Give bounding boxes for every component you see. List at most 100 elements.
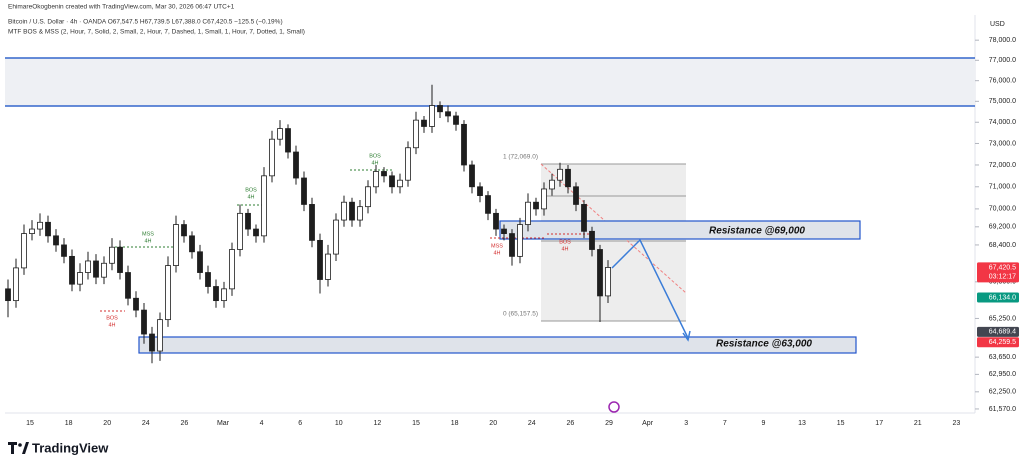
candle-body <box>5 288 11 302</box>
structure-timeframe: 4H <box>108 322 115 328</box>
candle-body <box>589 230 595 250</box>
candle-body <box>77 272 83 285</box>
x-tick-label: 10 <box>335 420 343 427</box>
candle-body <box>485 195 491 214</box>
candle-body <box>541 188 547 210</box>
x-tick-label: 4 <box>260 420 264 427</box>
candle-body <box>205 272 211 287</box>
x-tick-label: 3 <box>684 420 688 427</box>
candle-body <box>69 255 75 285</box>
candle-body <box>269 138 275 177</box>
structure-timeframe: 4H <box>493 250 500 256</box>
x-tick-label: 7 <box>723 420 727 427</box>
candle-body <box>245 212 251 230</box>
y-tick-label: 71,000.0 <box>989 184 1016 191</box>
y-tick-label: 75,000.0 <box>989 98 1016 105</box>
structure-timeframe: 4H <box>144 238 151 244</box>
y-tick-label: 73,000.0 <box>989 140 1016 147</box>
candle-body <box>445 111 451 117</box>
x-tick-label: 29 <box>605 420 613 427</box>
structure-timeframe: 4H <box>561 246 568 252</box>
candle-body <box>93 260 99 278</box>
candle-body <box>525 201 531 225</box>
candle-body <box>181 224 187 237</box>
candle-body <box>509 233 515 257</box>
candle-body <box>365 186 371 208</box>
candle-body <box>493 212 499 230</box>
candle-body <box>253 228 259 237</box>
x-tick-label: 21 <box>914 420 922 427</box>
candle-body <box>21 233 27 269</box>
candle-body <box>325 253 331 280</box>
structure-label: BOS <box>106 315 118 321</box>
candle-body <box>285 128 291 153</box>
candles <box>5 84 611 364</box>
candle-body <box>189 235 195 253</box>
y-tick-label: 72,000.0 <box>989 162 1016 169</box>
x-tick-label: 26 <box>181 420 189 427</box>
y-tick-label: 62,250.0 <box>989 389 1016 396</box>
candle-body <box>101 262 107 278</box>
x-tick-label: 20 <box>489 420 497 427</box>
candle-body <box>341 201 347 221</box>
x-tick-label: 12 <box>374 420 382 427</box>
candle-body <box>317 239 323 280</box>
candle-body <box>61 244 67 257</box>
candle-body <box>53 235 59 246</box>
logo-mark <box>22 442 29 454</box>
candle-body <box>45 221 51 237</box>
y-tick-label: 63,650.0 <box>989 354 1016 361</box>
candle-body <box>277 128 283 140</box>
x-tick-label: 18 <box>451 420 459 427</box>
brand-logo <box>8 442 29 454</box>
y-tick-label: 62,950.0 <box>989 371 1016 378</box>
structure-label: MSS <box>491 243 503 249</box>
x-tick-label: 24 <box>528 420 536 427</box>
indicator-info: MTF BOS & MSS (2, Hour, 7, Solid, 2, Sma… <box>8 29 305 36</box>
price-tag <box>977 337 1019 348</box>
fib-box <box>541 164 686 321</box>
candle-body <box>221 288 227 302</box>
candle-body <box>597 249 603 297</box>
y-tick-label: 68,400.0 <box>989 242 1016 249</box>
candle-body <box>573 186 579 205</box>
candle-body <box>261 175 267 237</box>
structure-timeframe: 4H <box>247 194 254 200</box>
candle-body <box>381 171 387 177</box>
candle-body <box>429 105 435 127</box>
candle-body <box>125 272 131 299</box>
candle-body <box>165 265 171 321</box>
candle-body <box>373 171 379 188</box>
x-tick-label: 9 <box>761 420 765 427</box>
structure-label: MSS <box>142 231 154 237</box>
candle-body <box>293 151 299 179</box>
projection-arrow <box>611 238 689 339</box>
candle-body <box>397 179 403 188</box>
candle-body <box>237 212 243 250</box>
y-tick-label: 69,200.0 <box>989 224 1016 231</box>
candle-body <box>133 297 139 311</box>
x-tick-label: 23 <box>953 420 961 427</box>
candle-body <box>557 168 563 181</box>
candle-body <box>29 228 35 234</box>
candle-body <box>517 224 523 257</box>
resistance-box <box>138 336 857 354</box>
logo-mark <box>18 443 22 447</box>
logo-mark <box>8 442 17 454</box>
candle-body <box>413 119 419 149</box>
y-tick-label: 74,000.0 <box>989 119 1016 126</box>
supply-zone <box>5 58 975 106</box>
countdown: 03:12:17 <box>989 273 1016 280</box>
price-tag-label: 64,259.5 <box>989 339 1016 346</box>
price-tag <box>977 326 1019 337</box>
y-tick-label: 77,000.0 <box>989 57 1016 64</box>
event-icon <box>608 401 620 413</box>
x-tick-label: 17 <box>875 420 883 427</box>
candle-body <box>149 333 155 352</box>
y-tick-label: 61,570.0 <box>989 406 1016 413</box>
x-tick-label: 15 <box>26 420 34 427</box>
candle-body <box>333 219 339 255</box>
price-tag-label: 64,689.4 <box>989 329 1016 336</box>
credit: EhimareOkogbenin created with TradingVie… <box>8 4 235 11</box>
